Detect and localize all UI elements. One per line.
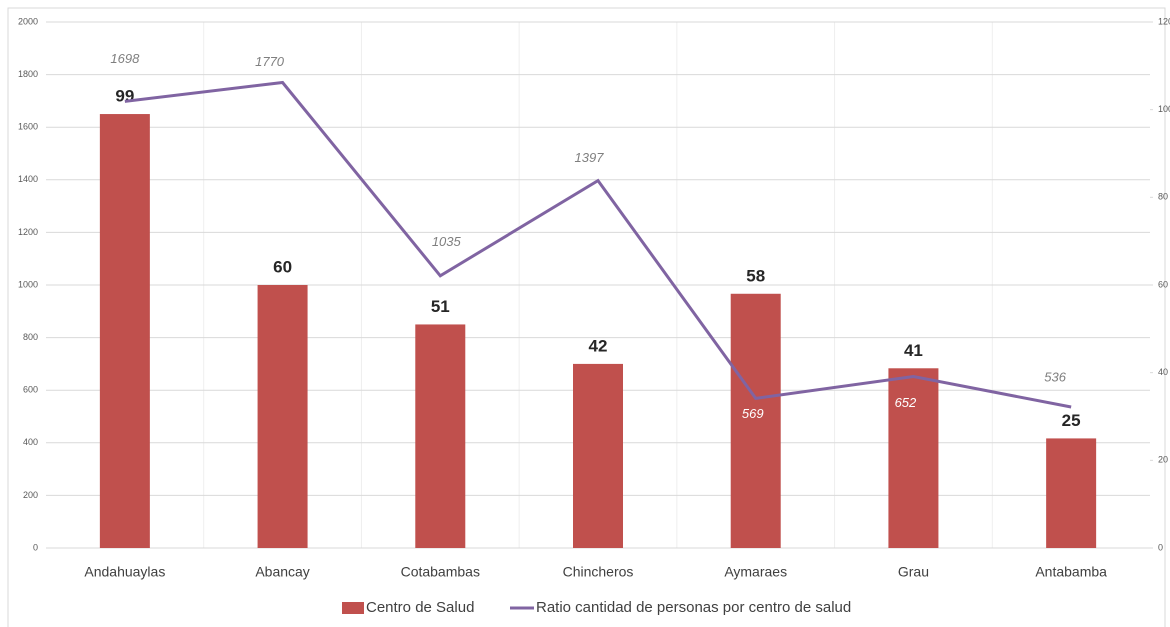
x-tick-label: Cotabambas: [401, 564, 480, 580]
y-tick-label: 800: [23, 332, 38, 342]
legend-swatch: [342, 602, 364, 614]
bar: [888, 368, 939, 548]
y-tick-label: 1000: [18, 279, 38, 289]
y-tick-label: 0: [33, 542, 38, 552]
bar-value-label: 51: [431, 297, 450, 316]
y-tick-label: 600: [23, 385, 38, 395]
bar-value-label: 25: [1062, 411, 1081, 430]
x-tick-label: Andahuaylas: [84, 564, 165, 580]
y-tick-label: 200: [23, 490, 38, 500]
bar: [415, 324, 466, 548]
x-tick-label: Abancay: [255, 564, 309, 580]
y2-tick-label: 60: [1158, 279, 1168, 289]
bar: [257, 285, 308, 548]
line-value-label: 652: [895, 395, 917, 410]
bar-value-label: 99: [115, 87, 134, 106]
line-value-label: 1698: [110, 51, 140, 66]
y-tick-label: 400: [23, 437, 38, 447]
line-value-label: 1770: [255, 54, 285, 69]
line-value-label: 569: [742, 406, 764, 421]
y-tick-label: 2000: [18, 16, 38, 26]
y2-tick-label: 80: [1158, 192, 1168, 202]
line-value-label: 536: [1044, 369, 1066, 384]
line-value-label: 1397: [575, 150, 605, 165]
bar-value-label: 58: [746, 266, 765, 285]
y2-tick-label: 0: [1158, 542, 1163, 552]
bar: [730, 293, 781, 548]
y2-tick-label: 120: [1158, 16, 1170, 26]
bar: [99, 114, 150, 549]
bar: [1046, 438, 1097, 548]
bar-value-label: 41: [904, 341, 923, 360]
bar: [573, 363, 623, 548]
chart-frame: [7, 7, 1166, 627]
line: [124, 80, 1072, 409]
line-value-label: 1035: [432, 234, 462, 249]
x-tick-label: Chincheros: [563, 564, 634, 580]
x-tick-label: Antabamba: [1035, 564, 1107, 580]
y2-tick-label: 40: [1158, 367, 1168, 377]
y-tick-label: 1200: [18, 227, 38, 237]
x-tick-label: Grau: [898, 564, 929, 580]
y-tick-label: 1400: [18, 174, 38, 184]
legend-label: Ratio cantidad de personas por centro de…: [536, 599, 851, 616]
legend-label: Centro de Salud: [366, 599, 474, 616]
y2-tick-label: 20: [1158, 455, 1168, 465]
y2-tick-label: 100: [1158, 104, 1170, 114]
bar-value-label: 42: [589, 336, 608, 355]
y-tick-label: 1600: [18, 122, 38, 132]
bar-value-label: 60: [273, 257, 292, 276]
y-tick-label: 1800: [18, 69, 38, 79]
x-tick-label: Aymaraes: [724, 564, 787, 580]
